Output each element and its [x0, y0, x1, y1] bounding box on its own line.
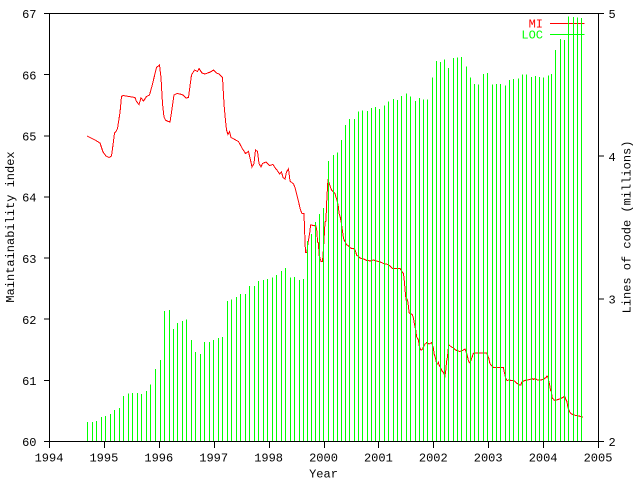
svg-text:5: 5: [609, 8, 616, 22]
svg-text:Year: Year: [309, 468, 338, 480]
svg-text:2000: 2000: [309, 452, 338, 466]
svg-text:62: 62: [22, 314, 36, 328]
svg-text:2: 2: [609, 436, 616, 450]
svg-text:65: 65: [22, 131, 36, 145]
svg-text:2005: 2005: [584, 452, 613, 466]
svg-text:67: 67: [22, 8, 36, 22]
svg-text:1996: 1996: [144, 452, 173, 466]
svg-text:2002: 2002: [419, 452, 448, 466]
svg-text:2004: 2004: [529, 452, 558, 466]
svg-text:2003: 2003: [474, 452, 503, 466]
svg-text:4: 4: [609, 151, 616, 165]
svg-text:60: 60: [22, 436, 36, 450]
svg-text:Maintainability index: Maintainability index: [4, 151, 18, 302]
svg-text:MI: MI: [529, 18, 543, 32]
svg-text:1994: 1994: [35, 452, 64, 466]
svg-text:61: 61: [22, 375, 36, 389]
svg-text:2001: 2001: [364, 452, 393, 466]
svg-text:LOC: LOC: [521, 29, 543, 43]
svg-text:Lines of code (millions): Lines of code (millions): [621, 141, 635, 314]
svg-text:1995: 1995: [89, 452, 118, 466]
svg-text:3: 3: [609, 294, 616, 308]
svg-text:63: 63: [22, 253, 36, 267]
svg-text:66: 66: [22, 69, 36, 83]
svg-text:64: 64: [22, 192, 36, 206]
svg-text:1997: 1997: [199, 452, 228, 466]
svg-text:1998: 1998: [254, 452, 283, 466]
